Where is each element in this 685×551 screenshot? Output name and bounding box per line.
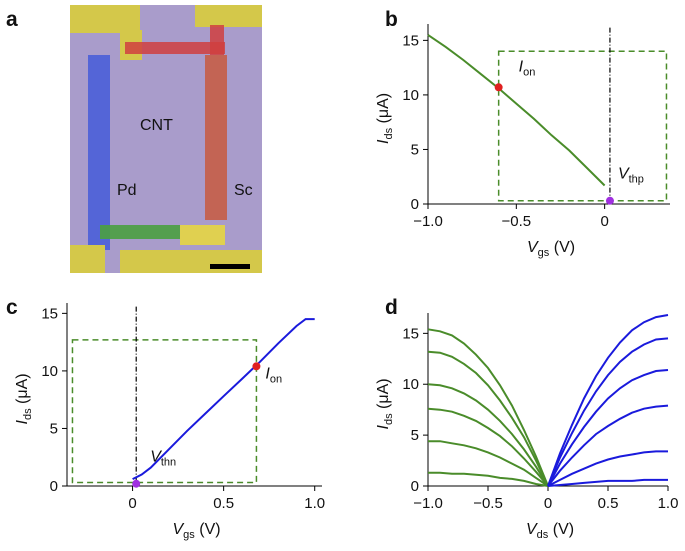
x-axis-label-part: V (527, 239, 539, 256)
x-axis-label-part: V (173, 521, 185, 538)
marker-point (605, 196, 614, 205)
annotation: Vthn (150, 449, 176, 469)
panel-label: a (6, 8, 18, 31)
x-tick-label: 0 (544, 495, 552, 512)
data-line (547, 478, 668, 487)
x-tick-label: −1.0 (413, 495, 443, 512)
x-tick-label: 1.0 (304, 495, 325, 512)
y-axis-label: Ids (μA) (14, 373, 34, 424)
image-label: Pd (117, 182, 137, 199)
data-line (427, 34, 606, 187)
annotation: Vthp (618, 166, 644, 186)
data-line (428, 471, 549, 487)
panel-label: c (6, 296, 18, 319)
data-line (427, 328, 549, 487)
y-tick-label: 10 (402, 87, 419, 104)
y-tick-label: 5 (411, 427, 419, 444)
dashed-box (497, 50, 668, 202)
annotation-part: on (270, 373, 282, 385)
x-tick-label: 0.5 (213, 495, 234, 512)
dashed-box (71, 339, 258, 484)
y-tick-label: 5 (411, 141, 419, 158)
y-tick-label: 0 (50, 478, 58, 495)
y-tick-label: 15 (402, 32, 419, 49)
y-tick-label: 5 (50, 420, 58, 437)
panel-label: d (385, 296, 398, 319)
y-tick-label: 15 (402, 325, 419, 342)
data-line (427, 383, 549, 487)
x-tick-label: 0 (128, 495, 136, 512)
annotation-part: I (265, 365, 270, 382)
x-axis-label-part: (V) (548, 521, 574, 538)
y-axis-label-part: ds (383, 127, 395, 139)
data-line (547, 314, 669, 487)
annotation-part: thn (161, 457, 176, 469)
x-axis-label: Vds (V) (526, 521, 574, 541)
y-tick-label: 15 (41, 305, 58, 322)
data-line (428, 440, 549, 487)
marker-point (494, 83, 503, 92)
y-tick-label: 10 (402, 376, 419, 393)
x-axis-label-part: gs (538, 247, 550, 259)
x-axis-label: Vgs (V) (527, 239, 575, 259)
annotation-part: V (150, 449, 162, 466)
data-line (427, 407, 549, 487)
y-axis-label-part: I (375, 139, 392, 144)
y-axis-label-part: ds (383, 413, 395, 425)
image-label: CNT (140, 117, 173, 134)
data-line (547, 337, 669, 487)
annotation: Ion (265, 365, 282, 385)
y-axis-label-part: I (375, 425, 392, 430)
sem-image: CNT Pd Sc (70, 5, 262, 273)
data-line (427, 350, 549, 487)
x-tick-label: −1.0 (413, 213, 443, 230)
y-tick-label: 0 (411, 196, 419, 213)
y-axis-label-part: ds (22, 408, 34, 420)
y-axis-label: Ids (μA) (375, 378, 395, 429)
annotation-part: I (519, 58, 524, 75)
annotation-part: thp (629, 174, 644, 186)
annotation: Ion (519, 58, 536, 78)
y-axis-label-part: (μA) (14, 373, 31, 408)
y-axis-label: Ids (μA) (375, 93, 395, 144)
annotation-part: on (523, 66, 535, 78)
x-axis-label-part: gs (183, 529, 195, 541)
x-axis-label-part: (V) (549, 239, 575, 256)
x-tick-label: 1.0 (658, 495, 679, 512)
marker-point (252, 362, 261, 371)
y-tick-label: 10 (41, 363, 58, 380)
y-axis-label-part: I (14, 420, 31, 425)
image-label: Sc (234, 182, 253, 199)
data-line (547, 450, 668, 487)
x-axis-label-part: ds (537, 529, 549, 541)
x-tick-label: −0.5 (502, 213, 532, 230)
panel-label: b (385, 8, 398, 31)
data-line (547, 369, 669, 487)
data-line (132, 318, 315, 480)
x-axis-label-part: V (526, 521, 538, 538)
y-tick-label: 0 (411, 478, 419, 495)
y-axis-label-part: (μA) (375, 93, 392, 128)
marker-point (132, 479, 141, 488)
data-line (547, 404, 669, 487)
x-tick-label: 0.5 (598, 495, 619, 512)
x-tick-label: −0.5 (473, 495, 503, 512)
x-axis-label: Vgs (V) (173, 521, 221, 541)
x-tick-label: 0 (600, 213, 608, 230)
annotation-part: V (618, 166, 630, 183)
x-axis-label-part: (V) (195, 521, 221, 538)
y-axis-label-part: (μA) (375, 378, 392, 413)
